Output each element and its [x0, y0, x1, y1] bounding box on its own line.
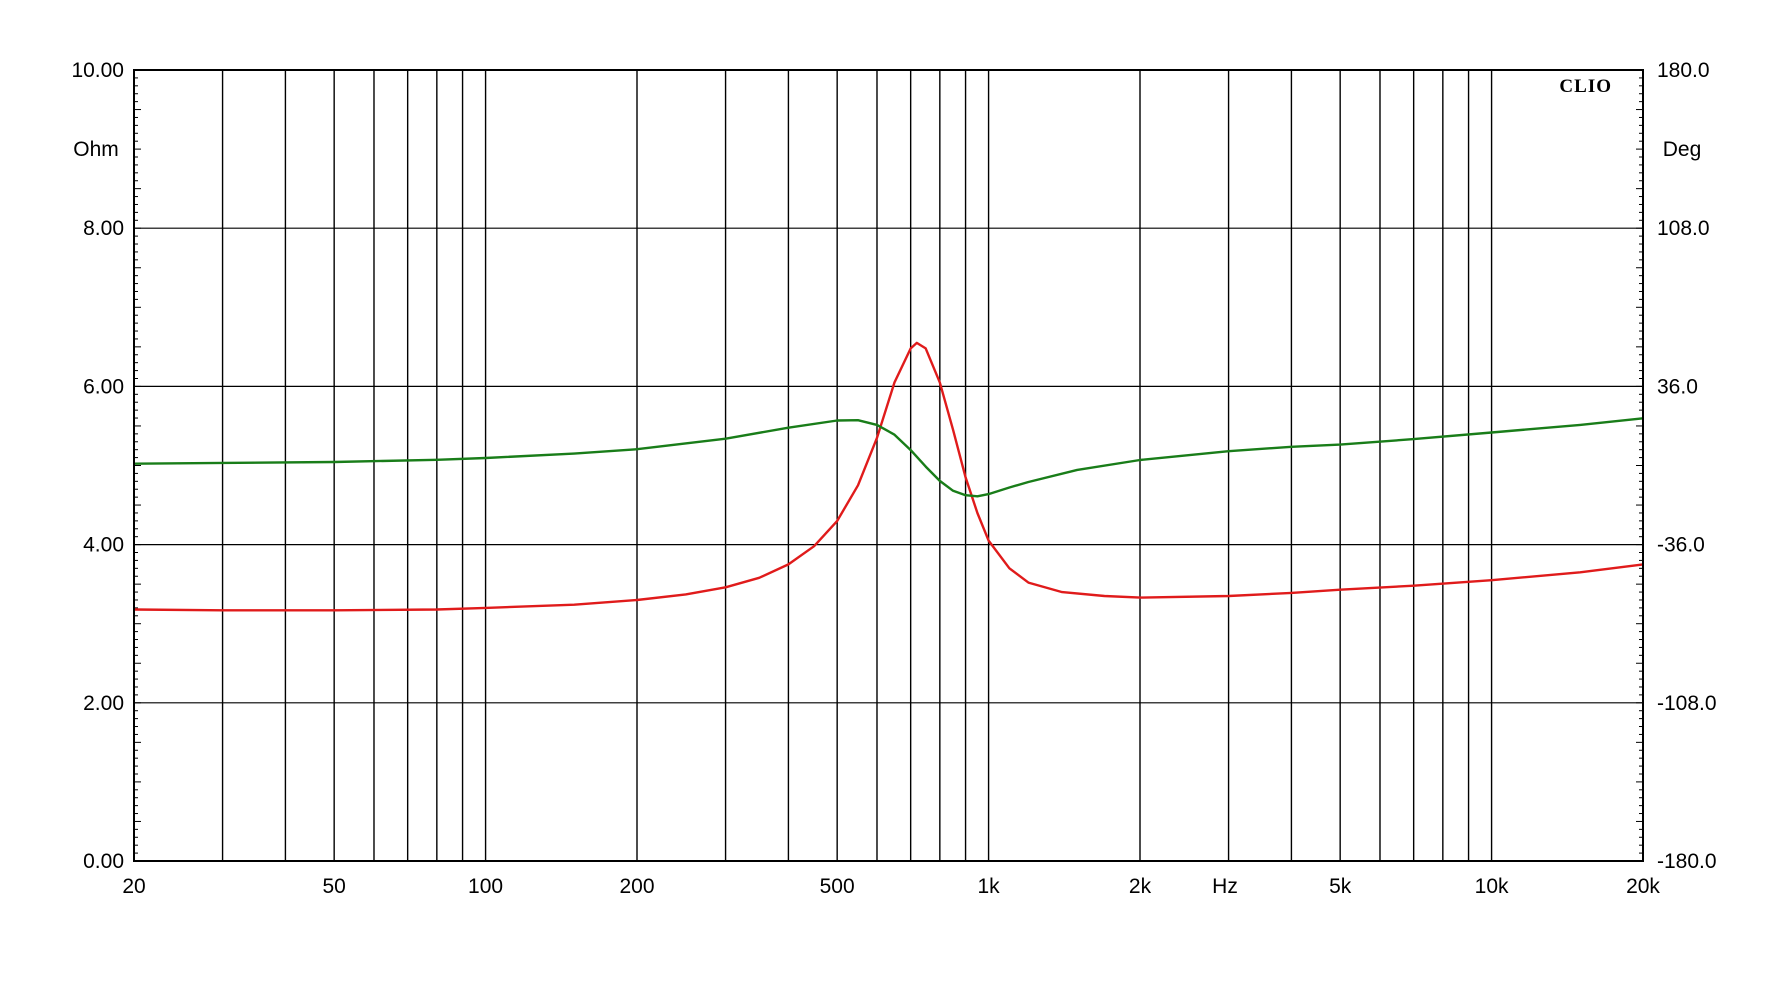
- axis-labels: CLIO Ohm Deg Hz 0.00 2.00 4.00 6.00 8.00 10.0…: [71, 59, 1716, 898]
- left-tick-label: 4.00: [83, 534, 124, 557]
- x-axis-unit-label: Hz: [1212, 875, 1238, 898]
- right-tick-label: 36.0: [1657, 375, 1698, 398]
- x-tick-label: 10k: [1475, 875, 1509, 898]
- right-tick-label: 108.0: [1657, 217, 1710, 240]
- x-tick-label: 50: [322, 875, 345, 898]
- right-axis-unit-label: Deg: [1663, 138, 1702, 161]
- x-tick-label: 20k: [1626, 875, 1660, 898]
- plot-frame: [133, 69, 1644, 862]
- left-tick-label: 8.00: [83, 217, 124, 240]
- x-tick-label: 100: [468, 875, 503, 898]
- grid: [134, 69, 1643, 862]
- left-tick-label: 2.00: [83, 692, 124, 715]
- x-tick-label: 500: [820, 875, 855, 898]
- brand-label: CLIO: [1559, 76, 1612, 97]
- x-tick-label: 2k: [1129, 875, 1152, 898]
- left-axis-unit-label: Ohm: [73, 138, 119, 161]
- right-tick-label: -108.0: [1657, 692, 1717, 715]
- impedance-series-line: [133, 341, 1644, 612]
- x-tick-label: 5k: [1329, 875, 1352, 898]
- x-tick-label: 200: [619, 875, 654, 898]
- phase-series-line: [133, 417, 1644, 498]
- x-tick-label: 20: [122, 875, 145, 898]
- right-tick-label: -180.0: [1657, 850, 1717, 873]
- plot-series: [133, 341, 1644, 612]
- x-tick-label: 1k: [977, 875, 1000, 898]
- left-tick-label: 0.00: [83, 850, 124, 873]
- left-tick-label: 6.00: [83, 375, 124, 398]
- right-tick-label: -36.0: [1657, 534, 1705, 557]
- right-tick-label: 180.0: [1657, 59, 1710, 82]
- left-tick-label: 10.00: [71, 59, 124, 82]
